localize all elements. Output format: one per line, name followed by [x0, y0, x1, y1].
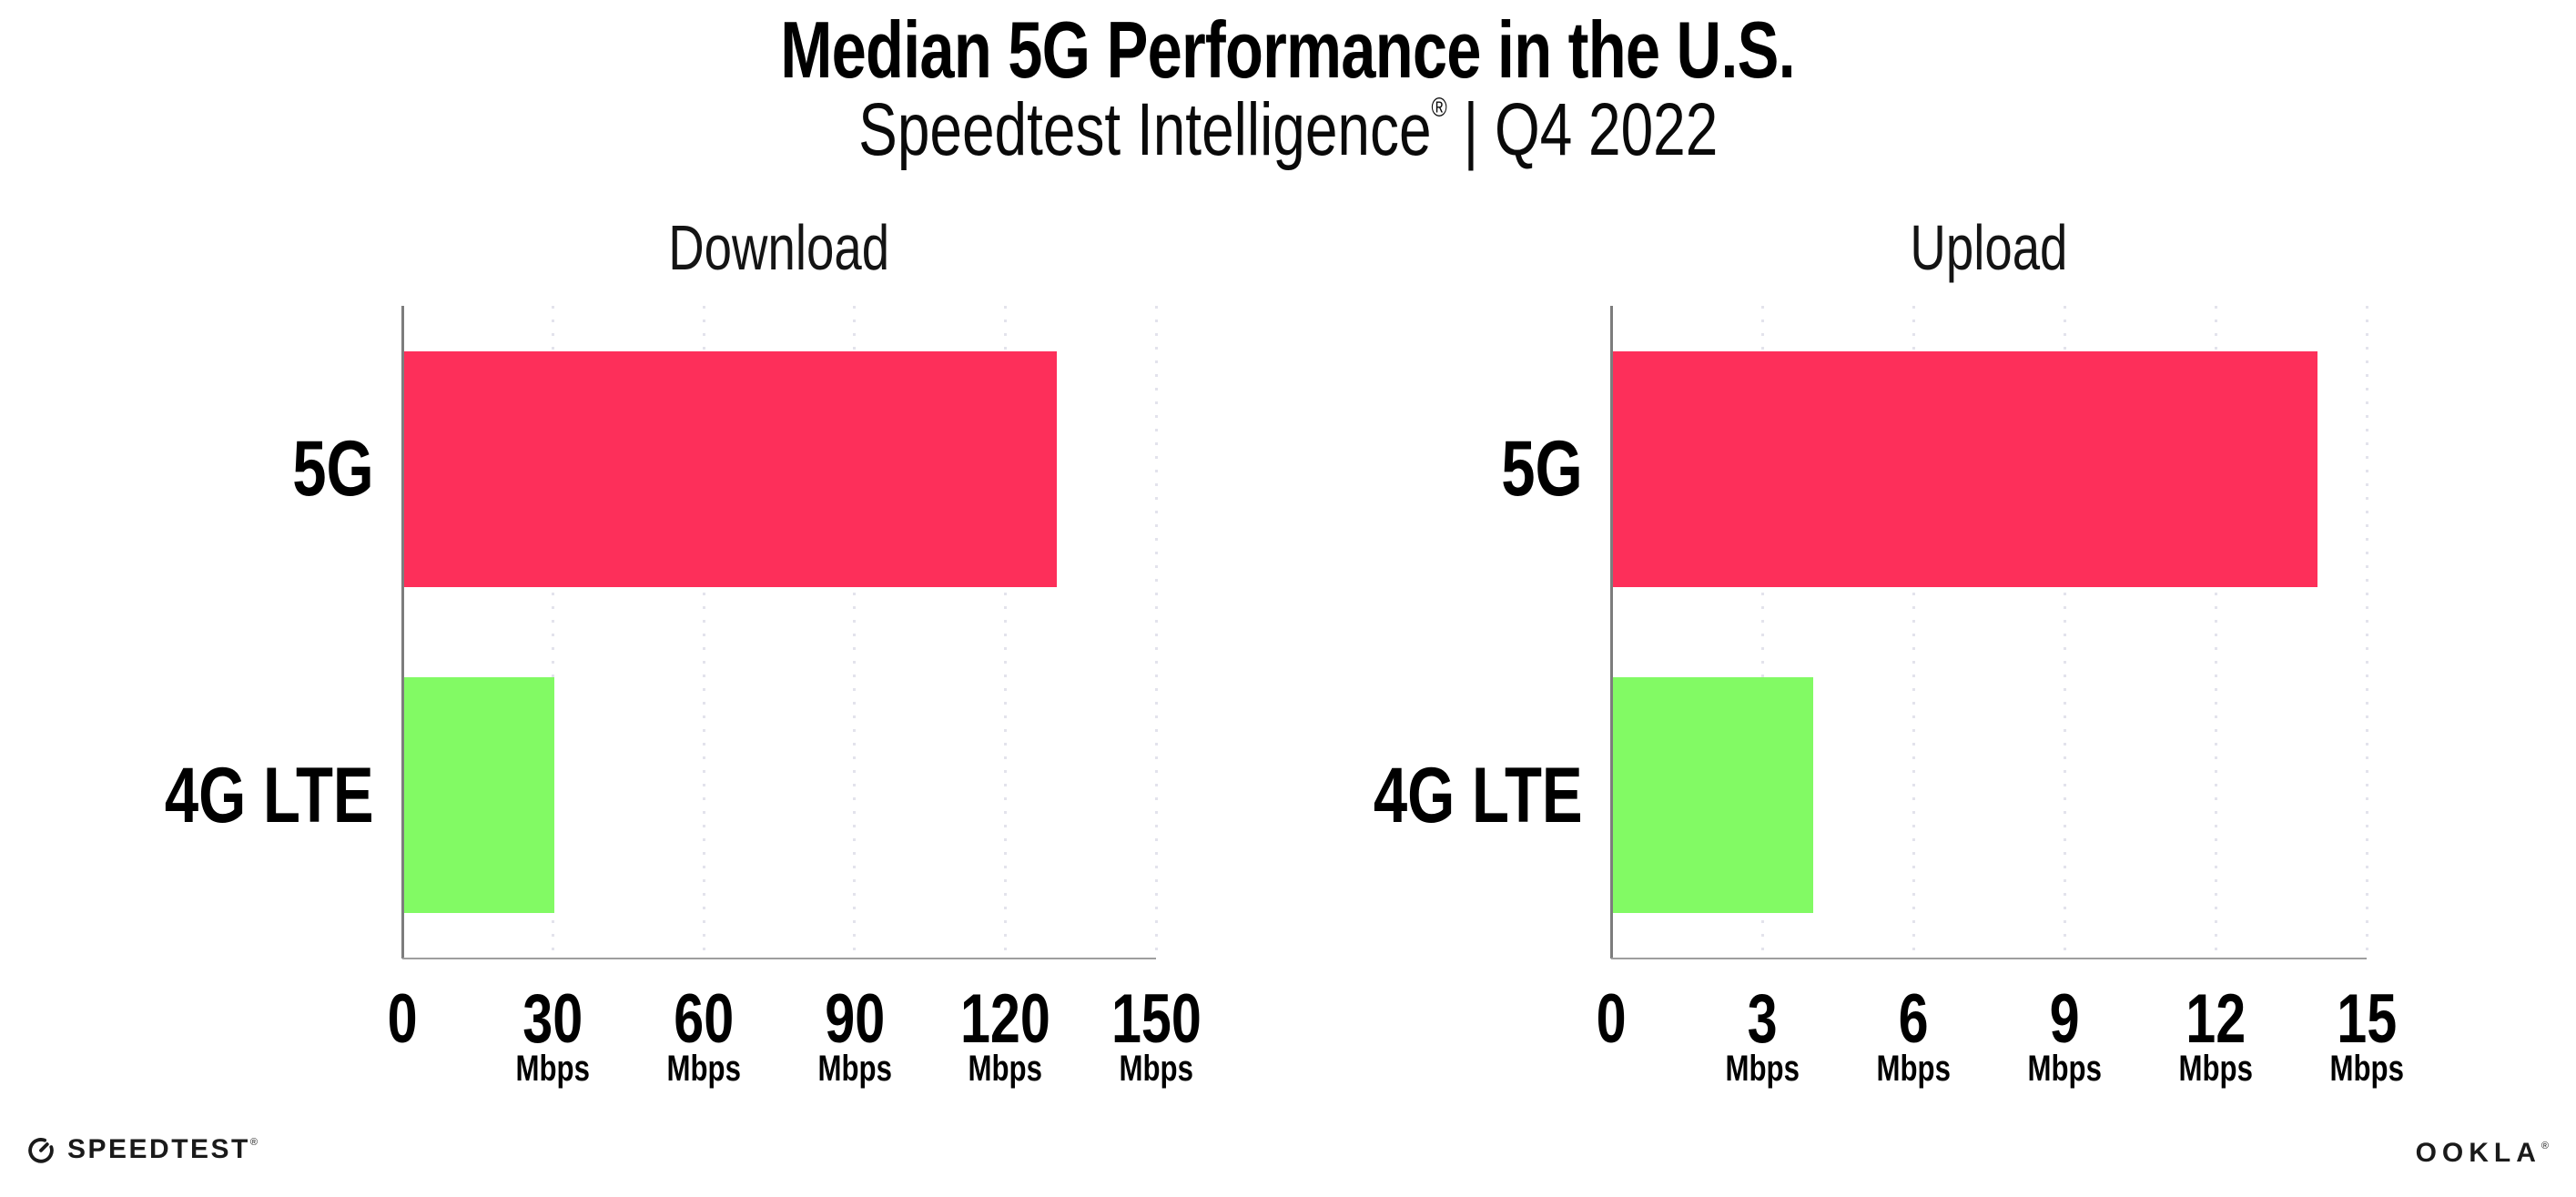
x-tick-label-text: 0 — [387, 980, 418, 1058]
x-tick-label: 150 — [1047, 985, 1265, 1054]
x-tick-unit-text: Mbps — [1725, 1049, 1800, 1089]
y-axis-line — [1609, 306, 1613, 959]
category-label-5g: 5G — [269, 423, 374, 514]
x-tick-label: 120 — [896, 985, 1114, 1054]
x-tick-label-text: 12 — [2186, 980, 2246, 1058]
speedtest-gauge-icon — [28, 1138, 54, 1163]
x-tick-unit-label: Mbps — [2257, 1050, 2476, 1087]
category-label-text: 5G — [292, 425, 374, 513]
ookla-registered-mark-icon: ® — [2541, 1141, 2549, 1151]
x-tick-unit-text: Mbps — [666, 1049, 741, 1089]
chart-title-text: Download — [668, 212, 890, 283]
bar-5g — [1612, 350, 2317, 587]
chart-title-text: Upload — [1910, 212, 2068, 283]
x-tick-unit-text: Mbps — [1876, 1049, 1951, 1089]
x-tick-unit-text: Mbps — [1119, 1049, 1193, 1089]
x-tick-unit-text: Mbps — [2027, 1049, 2102, 1089]
x-tick-label: 30 — [444, 985, 663, 1054]
x-tick-unit-label: Mbps — [2106, 1050, 2325, 1087]
gridline — [552, 306, 555, 959]
x-tick-label-text: 30 — [522, 980, 583, 1058]
page-title: Median 5G Performance in the U.S. — [0, 4, 2576, 96]
page-subtitle: Speedtest Intelligence® | Q4 2022 — [0, 87, 2576, 173]
x-tick-unit-label: Mbps — [1653, 1050, 1871, 1087]
ookla-logo: OOKLA® — [2416, 1138, 2549, 1169]
x-tick-label: 90 — [745, 985, 964, 1054]
bar-4g-lte — [1612, 677, 1814, 914]
registered-mark-icon: ® — [1431, 93, 1447, 123]
category-label-4g-lte: 4G LTE — [1314, 750, 1583, 841]
x-tick-label-text: 60 — [674, 980, 735, 1058]
x-tick-label: 9 — [1955, 985, 2174, 1054]
x-tick-unit-label: Mbps — [745, 1050, 964, 1087]
gridline — [1760, 306, 1764, 959]
x-tick-label-text: 150 — [1111, 980, 1202, 1058]
ookla-wordmark: OOKLA® — [2415, 1138, 2549, 1168]
category-label-4g-lte: 4G LTE — [106, 750, 374, 841]
bar-4g-lte — [403, 677, 554, 914]
x-tick-label: 0 — [1502, 985, 1720, 1054]
gridline — [702, 306, 705, 959]
bar-5g — [403, 350, 1057, 587]
x-tick-label-text: 0 — [1596, 980, 1627, 1058]
gridline — [2365, 306, 2368, 959]
x-tick-label: 0 — [293, 985, 512, 1054]
subtitle-brand: Speedtest Intelligence — [857, 88, 1432, 171]
gridline — [2214, 306, 2217, 959]
x-tick-label-text: 9 — [2049, 980, 2080, 1058]
category-label-text: 5G — [1501, 425, 1583, 513]
speedtest-wordmark: SPEEDTEST® — [67, 1134, 258, 1164]
x-tick-unit-text: Mbps — [2329, 1049, 2404, 1089]
gridline — [2063, 306, 2066, 959]
x-tick-unit-label: Mbps — [1955, 1050, 2174, 1087]
category-label-5g: 5G — [1478, 423, 1583, 514]
gridline — [1003, 306, 1007, 959]
x-tick-unit-text: Mbps — [968, 1049, 1043, 1089]
x-tick-unit-label: Mbps — [594, 1050, 813, 1087]
x-tick-label: 60 — [594, 985, 813, 1054]
x-axis-line — [1611, 958, 2367, 959]
x-tick-unit-text: Mbps — [515, 1049, 591, 1089]
category-label-text: 4G LTE — [165, 751, 374, 839]
gridline — [1154, 306, 1158, 959]
x-tick-label-text: 3 — [1747, 980, 1778, 1058]
speedtest-registered-mark-icon: ® — [249, 1137, 258, 1148]
x-tick-label-text: 120 — [959, 980, 1050, 1058]
x-axis-line — [402, 958, 1156, 959]
gridline — [1912, 306, 1915, 959]
x-tick-label: 6 — [1804, 985, 2023, 1054]
x-tick-label: 3 — [1653, 985, 1871, 1054]
page-title-text: Median 5G Performance in the U.S. — [780, 5, 1797, 95]
x-tick-unit-label: Mbps — [444, 1050, 663, 1087]
x-tick-label: 12 — [2106, 985, 2325, 1054]
x-tick-unit-text: Mbps — [2178, 1049, 2253, 1089]
subtitle-period: | Q4 2022 — [1446, 88, 1719, 171]
y-axis-line — [401, 306, 404, 959]
speedtest-logo: SPEEDTEST® — [25, 1129, 258, 1171]
chart-title: Download — [402, 211, 1156, 284]
x-tick-label-text: 90 — [824, 980, 885, 1058]
x-tick-unit-label: Mbps — [1804, 1050, 2023, 1087]
category-label-text: 4G LTE — [1374, 751, 1583, 839]
chart-title: Upload — [1611, 211, 2367, 284]
x-tick-unit-text: Mbps — [817, 1049, 892, 1089]
x-tick-unit-label: Mbps — [896, 1050, 1114, 1087]
x-tick-label: 15 — [2257, 985, 2476, 1054]
x-tick-unit-label: Mbps — [1047, 1050, 1265, 1087]
x-tick-label-text: 15 — [2337, 980, 2397, 1058]
x-tick-label-text: 6 — [1898, 980, 1929, 1058]
gridline — [853, 306, 857, 959]
